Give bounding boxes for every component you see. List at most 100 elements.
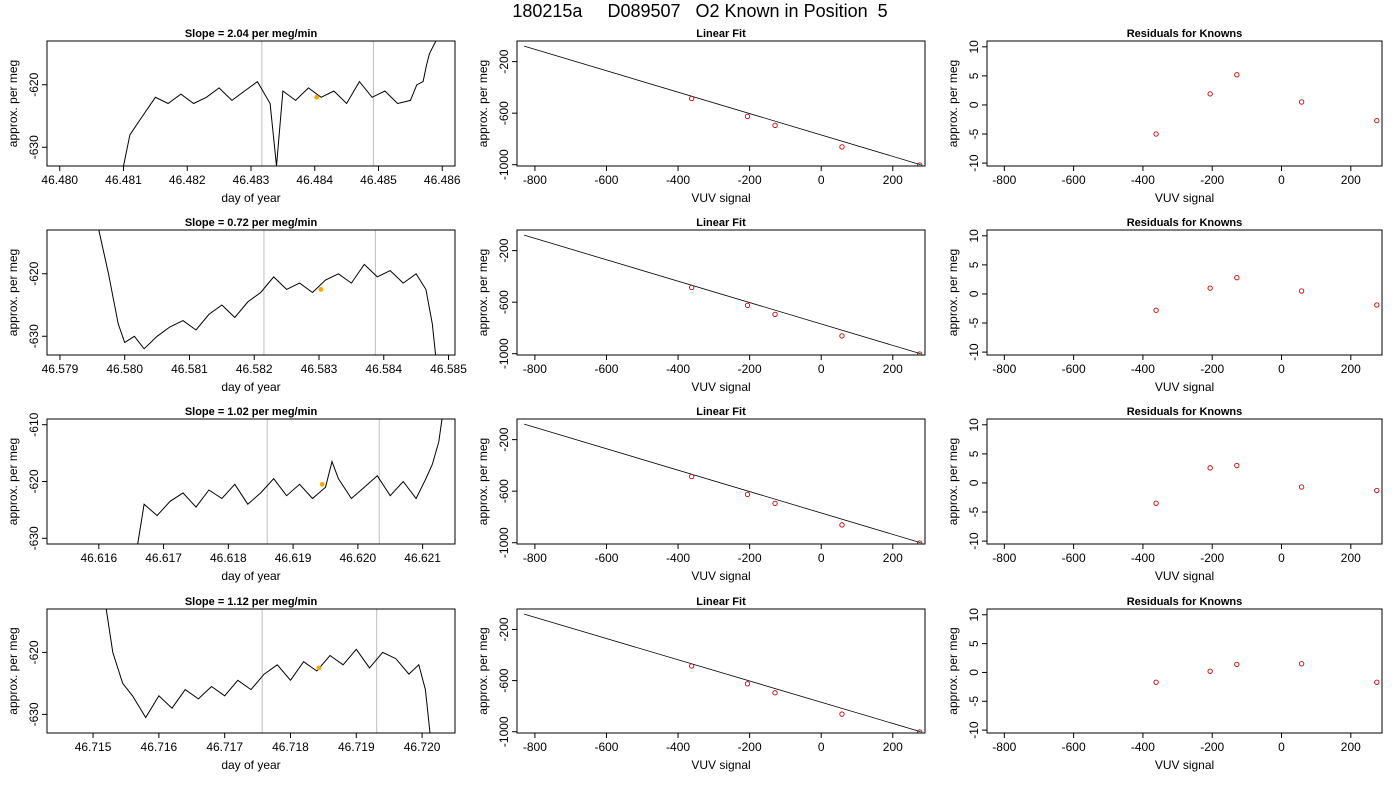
data-point [839, 522, 845, 528]
panel-title: Residuals for Knowns [1127, 217, 1243, 229]
x-tick-label: 46.583 [301, 362, 338, 376]
data-point [744, 491, 751, 498]
y-tick-label: -630 [27, 324, 41, 348]
x-tick-label: 46.582 [236, 362, 273, 376]
marker-point [316, 665, 322, 671]
panel-3: Residuals for Knowns -800 -600 -400 -200 0 200… [946, 28, 1383, 205]
plot-frame [986, 418, 1383, 545]
data-point [1153, 307, 1159, 313]
data-point [772, 311, 778, 318]
x-axis-label: VUV signal [1155, 569, 1214, 583]
x-tick-label: 0 [1278, 173, 1285, 187]
panel-10: Slope = 1.12 per meg/min 46.715 46.716 46.7… [6, 596, 456, 772]
fit-line [524, 423, 921, 544]
data-point [1298, 661, 1305, 667]
x-tick-label: -800 [992, 740, 1016, 754]
x-tick-label: 46.481 [105, 173, 142, 187]
plot-area [524, 423, 923, 544]
data-point [1234, 72, 1240, 78]
y-tick-label: -1000 [497, 338, 511, 369]
plot-frame [516, 418, 926, 545]
x-tick-label: -800 [523, 551, 547, 565]
x-tick-label: 200 [883, 173, 903, 187]
y-tick-label: 0 [967, 290, 981, 297]
y-tick-label: 5 [967, 72, 981, 79]
x-tick-label: -200 [1200, 173, 1224, 187]
x-tick-label: 0 [818, 362, 825, 376]
x-tick-label: 200 [1341, 551, 1361, 565]
data-point [689, 95, 695, 102]
y-tick-label: -1000 [497, 716, 511, 747]
x-tick-label: -800 [523, 362, 547, 376]
plot-frame [46, 418, 456, 545]
x-tick-label: -600 [594, 740, 618, 754]
panel-title: Linear Fit [696, 596, 746, 608]
x-axis-label: day of year [221, 758, 280, 772]
y-tick-label: -630 [27, 702, 41, 726]
x-tick-label: 46.483 [233, 173, 270, 187]
x-tick-label: -400 [1131, 173, 1155, 187]
x-tick-label: 46.585 [430, 362, 467, 376]
y-tick-label: -200 [497, 427, 511, 451]
panel-title: Slope = 0.72 per meg/min [185, 217, 318, 229]
panel-title: Linear Fit [696, 217, 746, 229]
y-tick-label: -5 [967, 506, 981, 517]
x-tick-label: 200 [883, 551, 903, 565]
y-axis-label: approx. per meg [946, 60, 960, 147]
panel-7: Slope = 1.02 per meg/min 46.616 46.617 46.6… [6, 406, 456, 583]
panel-title: Linear Fit [696, 28, 746, 40]
panel-title: Residuals for Knowns [1127, 596, 1243, 608]
y-tick-label: -620 [27, 72, 41, 96]
x-tick-label: -600 [594, 551, 618, 565]
panel-title: Residuals for Knowns [1127, 28, 1243, 40]
data-point [1374, 487, 1380, 494]
x-tick-label: 0 [1278, 551, 1285, 565]
x-tick-label: 46.621 [404, 551, 441, 565]
x-tick-label: 46.720 [404, 740, 441, 754]
data-point [689, 663, 695, 669]
y-axis-label: approx. per meg [946, 627, 960, 714]
x-tick-label: 46.480 [41, 173, 78, 187]
data-point [689, 284, 695, 291]
panel-title: Slope = 1.12 per meg/min [185, 596, 318, 608]
x-tick-label: 46.584 [365, 362, 402, 376]
x-tick-label: -200 [1200, 551, 1224, 565]
panel-6: Residuals for Knowns -800 -600 -400 -200 0 200… [946, 217, 1383, 394]
x-tick-label: 0 [818, 173, 825, 187]
x-tick-label: 200 [883, 362, 903, 376]
plot-area [1153, 661, 1380, 685]
x-tick-label: 46.718 [272, 740, 309, 754]
plot-frame [986, 40, 1383, 167]
y-axis-label: approx. per meg [6, 627, 20, 714]
y-tick-label: 10 [967, 40, 981, 54]
y-tick-label: 5 [967, 450, 981, 457]
data-point [916, 351, 923, 355]
x-tick-label: 46.580 [106, 362, 143, 376]
x-tick-label: 46.617 [145, 551, 182, 565]
x-tick-label: 46.618 [210, 551, 247, 565]
x-tick-label: -400 [666, 740, 690, 754]
plot-frame [516, 229, 926, 356]
x-tick-label: 46.486 [424, 173, 461, 187]
y-axis-label: approx. per meg [476, 627, 490, 714]
y-tick-label: 5 [967, 640, 981, 647]
y-tick-label: -200 [497, 49, 511, 73]
y-tick-label: -620 [27, 640, 41, 664]
x-tick-label: -400 [1131, 362, 1155, 376]
y-tick-label: 10 [967, 608, 981, 622]
data-point [1234, 275, 1240, 281]
y-tick-label: -630 [27, 135, 41, 159]
data-point [1207, 668, 1213, 674]
panel-1: Slope = 2.04 per meg/min 46.480 46.481 46.4… [6, 28, 461, 205]
fit-line [524, 613, 921, 733]
x-axis-label: day of year [221, 569, 280, 583]
data-point [744, 681, 751, 687]
x-axis-label: VUV signal [691, 380, 750, 394]
plot-area [524, 234, 923, 355]
x-tick-label: 0 [1278, 362, 1285, 376]
x-tick-label: 0 [818, 551, 825, 565]
x-axis-label: VUV signal [691, 191, 750, 205]
data-point [839, 711, 845, 717]
data-point [916, 540, 923, 544]
